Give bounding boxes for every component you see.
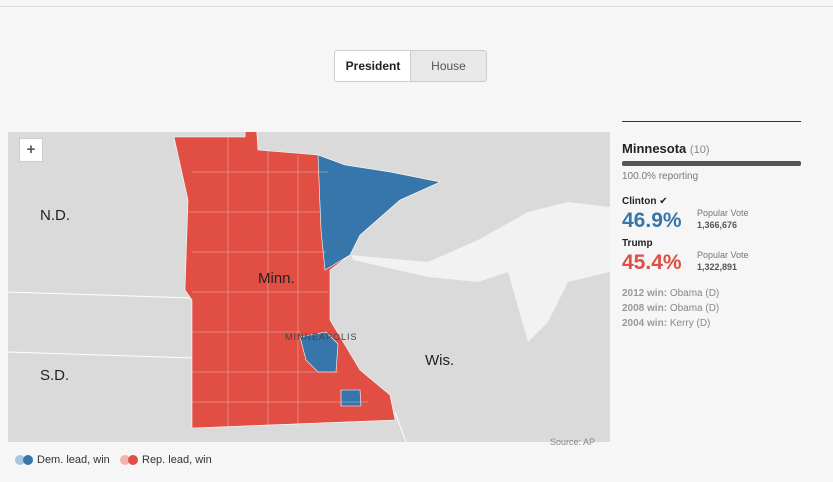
history-year: 2004 win: — [622, 318, 668, 329]
history-winner: Obama (D) — [669, 303, 720, 314]
county-lines — [188, 137, 368, 428]
tab-house[interactable]: House — [410, 50, 487, 82]
votes: 1,322,891 — [697, 262, 738, 272]
candidate-name: Trump — [622, 238, 653, 249]
history-year: 2012 win: — [622, 288, 668, 299]
history-row: 2008 win: Obama (D) — [622, 303, 719, 314]
state: Minnesota — [622, 141, 687, 156]
legend-swatch-dem — [15, 455, 33, 465]
vote-label: Popular Vote — [697, 208, 749, 218]
legend-label: Rep. lead, win — [142, 454, 212, 466]
votes: 1,366,676 — [697, 220, 738, 230]
city-label: MINNEAPOLIS — [285, 332, 358, 342]
history-year: 2008 win: — [622, 303, 668, 314]
history-row: 2004 win: Kerry (D) — [622, 318, 710, 329]
state-name: Minnesota (10) — [622, 141, 709, 156]
top-rule — [0, 6, 833, 7]
reporting: 100.0% reporting — [622, 171, 699, 182]
history-winner: Kerry (D) — [669, 318, 711, 329]
candidate-name: Clinton ✔ — [622, 196, 668, 207]
history-winner: Obama (D) — [669, 288, 720, 299]
minnesota-dem-northeast — [317, 154, 441, 271]
source: Source: AP — [550, 437, 596, 447]
border — [8, 291, 407, 442]
map — [8, 132, 610, 442]
legend-label: Dem. lead, win — [37, 454, 110, 466]
map-label: Wis. — [425, 352, 455, 369]
map-label: N.D. — [40, 207, 70, 224]
legend-dot — [15, 455, 25, 465]
candidate-percent: 45.4% — [622, 251, 682, 274]
map-label: Minn. — [258, 270, 295, 287]
legend-dot — [120, 455, 130, 465]
history-row: 2012 win: Obama (D) — [622, 288, 719, 299]
reporting-bar — [622, 161, 801, 166]
legend-swatch-rep — [120, 455, 138, 465]
panel-rule — [622, 121, 801, 122]
candidate-percent: 46.9% — [622, 209, 682, 232]
legend-dot — [23, 455, 33, 465]
legend-dot — [128, 455, 138, 465]
tab-president[interactable]: President — [334, 50, 412, 82]
winner-check: ✔ — [659, 196, 668, 207]
minnesota-dem-county — [340, 389, 362, 407]
electoral-votes: (10) — [689, 144, 710, 156]
map-label: S.D. — [40, 367, 70, 384]
candidate: Clinton — [622, 196, 657, 207]
vote-label: Popular Vote — [697, 250, 749, 260]
zoom-button[interactable]: + — [19, 138, 43, 162]
